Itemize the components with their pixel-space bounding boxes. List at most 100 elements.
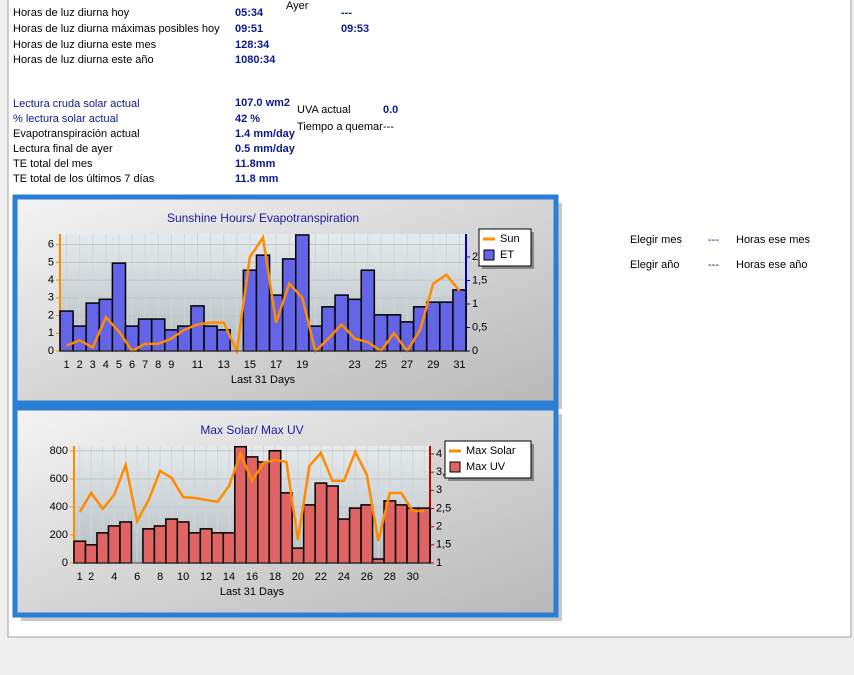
label: % lectura solar actual bbox=[13, 113, 118, 125]
y2-tick-label: 1,5 bbox=[436, 539, 451, 551]
x-tick-label: 2 bbox=[88, 571, 94, 583]
x-tick-label: 6 bbox=[134, 571, 140, 583]
bar bbox=[84, 544, 98, 564]
label: Tiempo a quemar bbox=[297, 121, 383, 133]
bar bbox=[348, 507, 362, 564]
label: Horas ese mes bbox=[736, 234, 810, 246]
label: TE total del mes bbox=[13, 158, 93, 170]
legend-label: Max UV bbox=[466, 461, 506, 473]
bar bbox=[279, 492, 293, 564]
x-tick-label: 6 bbox=[129, 359, 135, 371]
x-tick-label: 30 bbox=[407, 571, 419, 583]
bar bbox=[439, 301, 454, 352]
y-tick-label: 400 bbox=[50, 501, 68, 513]
value: 11.8mm bbox=[235, 158, 276, 170]
x-tick-label: 10 bbox=[177, 571, 189, 583]
bar bbox=[425, 301, 441, 352]
x-tick-label: 27 bbox=[401, 359, 413, 371]
chart-title: Max Solar/ Max UV bbox=[200, 423, 303, 437]
x-tick-label: 5 bbox=[116, 359, 122, 371]
y2-tick-label: 0 bbox=[472, 345, 478, 357]
x-tick-label: 16 bbox=[246, 571, 258, 583]
x-tick-label: 1 bbox=[63, 359, 69, 371]
value: 128:34 bbox=[235, 39, 270, 51]
y-tick-label: 0 bbox=[48, 345, 54, 357]
x-tick-label: 22 bbox=[315, 571, 327, 583]
label: Horas ese año bbox=[736, 259, 808, 271]
y-tick-label: 1 bbox=[48, 327, 54, 339]
bar bbox=[281, 258, 297, 352]
y2-tick-label: 4 bbox=[436, 448, 442, 460]
y-tick-label: 800 bbox=[50, 445, 68, 457]
x-tick-label: 19 bbox=[296, 359, 308, 371]
x-tick-label: 28 bbox=[384, 571, 396, 583]
x-tick-label: 25 bbox=[375, 359, 387, 371]
x-tick-label: 4 bbox=[111, 571, 117, 583]
y-tick-label: 0 bbox=[62, 557, 68, 569]
label[interactable]: Elegir año bbox=[630, 259, 680, 271]
value: 107.0 wm2 bbox=[235, 97, 290, 109]
y2-tick-label: 3 bbox=[436, 484, 442, 496]
value: 09:51 bbox=[235, 23, 263, 35]
bar bbox=[371, 558, 385, 564]
label: Evapotranspiración actual bbox=[13, 128, 140, 140]
bar bbox=[406, 507, 420, 564]
bar bbox=[394, 504, 408, 564]
bar bbox=[153, 525, 167, 564]
x-tick-label: 12 bbox=[200, 571, 212, 583]
bar bbox=[302, 504, 316, 564]
value: 1080:34 bbox=[235, 54, 276, 66]
legend-label: ET bbox=[500, 249, 514, 261]
yesterday-value: 09:53 bbox=[341, 23, 369, 35]
x-tick-label: 1 bbox=[77, 571, 83, 583]
y2-tick-label: 2,5 bbox=[436, 502, 451, 514]
label[interactable]: Elegir mes bbox=[630, 234, 682, 246]
bar bbox=[190, 305, 205, 352]
y2-tick-label: 1 bbox=[436, 557, 442, 569]
label: Horas de luz diurna máximas posibles hoy bbox=[13, 23, 220, 35]
legend-swatch bbox=[449, 461, 461, 473]
label: Lectura cruda solar actual bbox=[13, 98, 140, 110]
x-tick-label: 3 bbox=[90, 359, 96, 371]
legend-label: Sun bbox=[500, 233, 520, 245]
x-tick-label: 17 bbox=[270, 359, 282, 371]
label: Horas de luz diurna este año bbox=[13, 54, 154, 66]
bar bbox=[203, 325, 218, 352]
value: 0.5 mm/day bbox=[235, 143, 296, 155]
value: --- bbox=[708, 259, 719, 271]
bar bbox=[72, 325, 87, 352]
y-tick-label: 5 bbox=[48, 256, 54, 268]
x-tick-label: 4 bbox=[103, 359, 109, 371]
bar bbox=[176, 521, 190, 564]
bar bbox=[73, 540, 87, 564]
x-tick-label: 26 bbox=[361, 571, 373, 583]
y-tick-label: 3 bbox=[48, 292, 54, 304]
x-tick-label: 24 bbox=[338, 571, 350, 583]
y2-tick-label: 2 bbox=[472, 251, 478, 263]
y-tick-label: 4 bbox=[48, 274, 54, 286]
x-tick-label: 15 bbox=[244, 359, 256, 371]
bar bbox=[347, 298, 362, 352]
y-tick-label: 200 bbox=[50, 529, 68, 541]
bar bbox=[188, 532, 202, 564]
y2-tick-label: 2 bbox=[436, 521, 442, 533]
legend-label: Max Solar bbox=[466, 445, 516, 457]
value: --- bbox=[383, 121, 394, 133]
bar bbox=[314, 482, 328, 564]
bar bbox=[142, 528, 156, 564]
bar bbox=[211, 532, 225, 564]
x-tick-label: 2 bbox=[77, 359, 83, 371]
label: TE total de los últimos 7 días bbox=[13, 173, 155, 185]
chart-title: Sunshine Hours/ Evapotranspiration bbox=[167, 211, 359, 225]
line bbox=[78, 448, 425, 542]
x-tick-label: 7 bbox=[142, 359, 148, 371]
x-tick-label: 18 bbox=[269, 571, 281, 583]
value: 11.8 mm bbox=[235, 173, 279, 185]
x-tick-label: 9 bbox=[168, 359, 174, 371]
x-tick-label: 14 bbox=[223, 571, 235, 583]
y-tick-label: 600 bbox=[50, 473, 68, 485]
bar bbox=[337, 518, 351, 564]
value: 05:34 bbox=[235, 7, 264, 19]
value: --- bbox=[708, 234, 719, 246]
